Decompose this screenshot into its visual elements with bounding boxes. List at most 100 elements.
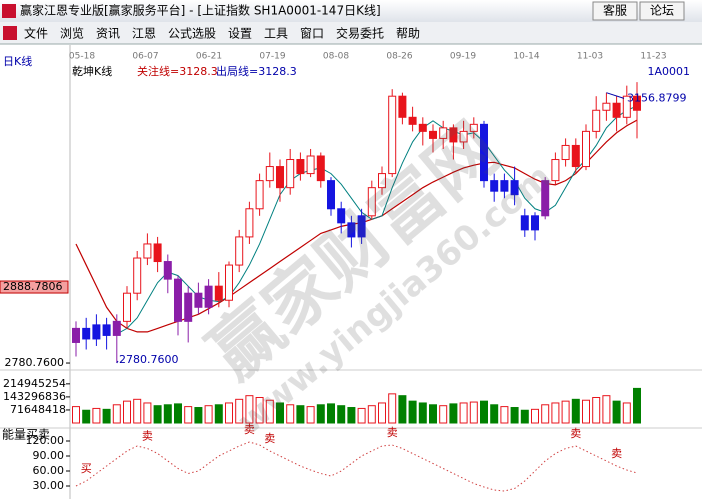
volume-bar: [408, 400, 417, 424]
signal-label: 卖: [264, 432, 275, 445]
candle-body: [449, 127, 458, 143]
candle-body: [367, 187, 376, 217]
date-label: 08-08: [323, 52, 349, 62]
candle-body: [327, 180, 335, 210]
service-button-label[interactable]: 客服: [603, 3, 627, 18]
volume-bar: [214, 404, 223, 424]
code-label: 1A0001: [647, 65, 690, 78]
candle-body: [245, 208, 254, 238]
candle-body: [184, 292, 193, 322]
volume-bar: [255, 397, 264, 424]
candle-body: [388, 95, 397, 175]
candle-body: [571, 144, 580, 168]
volume-bar: [602, 395, 611, 424]
candle-body: [490, 180, 499, 192]
volume-bar: [194, 407, 203, 424]
candle-body: [398, 95, 407, 118]
volume-bar: [429, 404, 437, 424]
price-marker-box: [0, 280, 69, 294]
menu-item[interactable]: 交易委托: [336, 26, 384, 41]
candle-body: [123, 292, 131, 322]
volume-bar: [633, 387, 641, 424]
date-label: 06-21: [196, 52, 222, 62]
menu-item[interactable]: 文件: [24, 26, 48, 41]
candle-body: [337, 208, 346, 224]
volume-bar: [123, 400, 131, 424]
date-label: 07-19: [259, 52, 285, 62]
menu-item[interactable]: 窗口: [300, 27, 324, 41]
forum-button[interactable]: [639, 1, 685, 21]
volume-bar: [531, 408, 539, 424]
menu-item[interactable]: 帮助: [396, 27, 420, 41]
candle-body: [153, 243, 162, 263]
candle-body: [82, 327, 91, 340]
candle-body: [480, 123, 488, 182]
title-bar: [0, 0, 702, 22]
candle-body: [347, 222, 356, 238]
signal-label: 卖: [611, 447, 622, 460]
candle-body: [194, 292, 203, 308]
candle-body: [439, 127, 448, 139]
price-tick-label: 2780.7600: [5, 356, 65, 369]
volume-bar: [561, 400, 570, 424]
candle-body: [204, 285, 213, 308]
menu-item[interactable]: 工具: [264, 27, 288, 41]
price-marker-label: 2888.7806: [3, 280, 63, 293]
forum-button-label[interactable]: 论坛: [650, 4, 674, 18]
service-button[interactable]: [592, 1, 638, 21]
energy-tick-label: 30.00: [33, 479, 65, 492]
date-label: 08-26: [386, 52, 412, 62]
date-label: 06-07: [132, 52, 158, 62]
signal-label: 卖: [570, 427, 581, 440]
candle-body: [633, 95, 641, 111]
volume-bar: [582, 399, 590, 424]
menu-item[interactable]: 设置: [228, 27, 252, 41]
volume-bar: [153, 405, 162, 424]
candle-body: [163, 261, 172, 280]
volume-bar: [469, 401, 478, 424]
menu-bar: [0, 22, 702, 44]
energy-tick-label: 60.00: [33, 464, 65, 477]
candle-body: [92, 324, 101, 340]
volume-tick-label: 214945254: [3, 377, 66, 390]
volume-bar: [398, 395, 407, 424]
candle-body: [582, 130, 590, 168]
volume-bar: [245, 395, 254, 424]
menu-item[interactable]: 江恩: [132, 27, 156, 41]
date-label: 05-18: [69, 52, 95, 62]
volume-bar: [500, 406, 509, 424]
candle-body: [520, 215, 529, 231]
high-label: 3156.8799: [627, 91, 687, 104]
volume-bar: [306, 406, 315, 424]
candle-body: [255, 180, 264, 210]
volume-bar: [265, 399, 274, 424]
candle-body: [510, 180, 519, 196]
volume-bar: [174, 403, 182, 424]
volume-bar: [347, 407, 356, 424]
menu-item[interactable]: 浏览: [60, 26, 84, 41]
candle-body: [306, 155, 315, 175]
candle-body: [276, 166, 284, 189]
candle-body: [622, 95, 631, 118]
volume-bar: [612, 400, 621, 424]
volume-bar: [316, 404, 325, 424]
window-title: 赢家江恩专业版[赢家服务平台] - [上证指数 SH1A0001-147日K线]: [20, 3, 381, 18]
candle-body: [102, 324, 111, 336]
energy-line: [75, 441, 638, 492]
candle-body: [602, 102, 611, 111]
volume-bar: [490, 404, 499, 424]
signal-label: 卖: [387, 426, 398, 439]
volume-bar: [296, 405, 305, 424]
volume-bar: [459, 402, 468, 424]
candle-body: [235, 236, 244, 266]
period-label: 日K线: [3, 54, 32, 68]
candle-body: [551, 159, 560, 182]
candle-body: [541, 180, 550, 217]
signal-label: 买: [81, 462, 92, 475]
menu-item[interactable]: 资讯: [96, 27, 120, 41]
candle-body: [500, 180, 509, 192]
date-label: 11-03: [577, 52, 603, 62]
candle-body: [143, 243, 152, 259]
menu-item[interactable]: 公式选股: [168, 27, 216, 41]
